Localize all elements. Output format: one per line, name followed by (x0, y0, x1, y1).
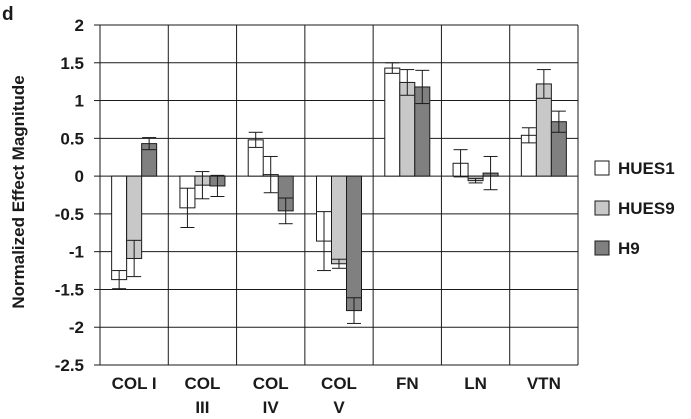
legend-swatch-h9 (594, 240, 610, 256)
x-category-label: FN (396, 374, 419, 393)
panel-letter: d (2, 4, 14, 25)
y-tick-label: 0 (75, 167, 84, 186)
bar-hues9-3 (331, 175, 347, 265)
bars (111, 67, 567, 312)
y-tick-label: -0.5 (55, 205, 84, 224)
y-tick-labels: 2 1.5 1 0.5 0 -0.5 -1 -1.5 -2 -2.5 (55, 16, 84, 375)
legend-label-hues1: HUES1 (618, 159, 675, 178)
bar-hues1-4 (384, 67, 401, 177)
y-tick-label: 1.5 (60, 54, 84, 73)
y-tick-label: 0.5 (60, 129, 84, 148)
y-tick-label: 1 (75, 92, 84, 111)
bar-hues9-4 (399, 81, 416, 177)
legend-label-hues9: HUES9 (618, 199, 675, 218)
y-axis-title: Normalized Effect Magnitude (9, 75, 28, 308)
bar-h9-3 (346, 175, 362, 312)
y-tick-label: 2 (75, 16, 84, 35)
legend: HUES1 HUES9 H9 (594, 159, 675, 258)
x-category-label: COL (321, 374, 357, 393)
x-category-label: V (333, 398, 345, 417)
y-tick-label: -2.5 (55, 356, 84, 375)
x-category-labels: COL I COL III COL IV COL V FN LN VTN (112, 374, 561, 417)
legend-swatch-hues1 (594, 160, 610, 176)
bar-hues1-0 (111, 175, 128, 281)
legend-swatch-hues9 (594, 200, 610, 216)
y-tick-label: -1.5 (55, 280, 84, 299)
x-category-label: VTN (527, 374, 561, 393)
x-category-label: IV (263, 398, 280, 417)
error-bars (112, 62, 566, 324)
legend-label-h9: H9 (618, 239, 640, 258)
y-tick-label: -1 (69, 243, 84, 262)
x-category-label: COL (184, 374, 220, 393)
x-category-label: COL (253, 374, 289, 393)
y-tick-label: -2 (69, 318, 84, 337)
axes (94, 24, 100, 366)
x-category-label: COL I (112, 374, 157, 393)
x-category-label: III (195, 398, 209, 417)
x-category-label: LN (464, 374, 487, 393)
